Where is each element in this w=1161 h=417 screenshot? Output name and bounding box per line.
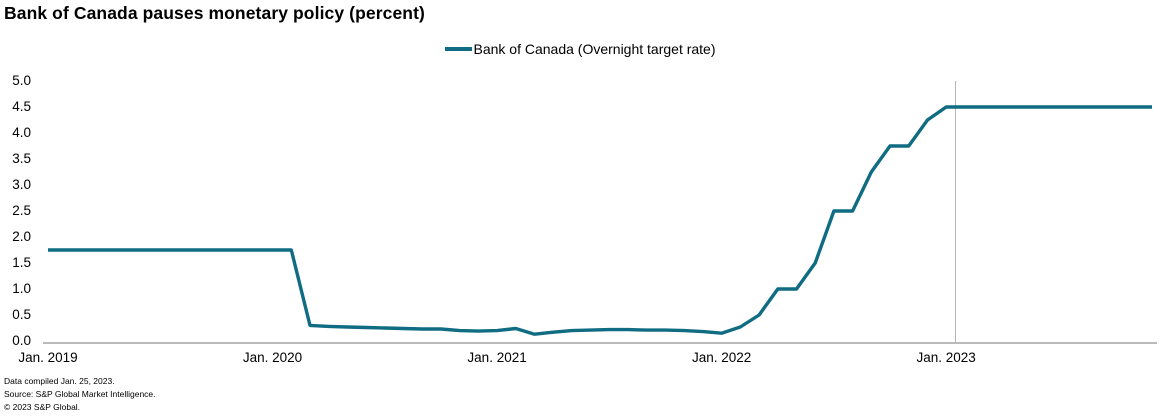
- rate-line: [48, 105, 1152, 336]
- x-tick-label: Jan. 2019: [18, 350, 78, 365]
- y-tick-label: 5.0: [12, 73, 31, 88]
- y-tick-label: 3.5: [12, 151, 31, 166]
- y-tick-label: 0.5: [12, 307, 31, 322]
- y-tick-label: 2.0: [12, 229, 31, 244]
- y-tick-label: 4.0: [12, 125, 31, 140]
- x-tick-label: Jan. 2021: [467, 350, 527, 365]
- legend-label: Bank of Canada (Overnight target rate): [473, 41, 716, 57]
- footer-source-note: Source: S&P Global Market Intelligence.: [4, 389, 156, 399]
- footer: Data compiled Jan. 25, 2023. Source: S&P…: [4, 375, 156, 414]
- legend: Bank of Canada (Overnight target rate): [0, 41, 1161, 57]
- y-tick-label: 1.0: [12, 281, 31, 296]
- x-tick-label: Jan. 2020: [242, 350, 303, 365]
- y-tick-label: 1.5: [12, 255, 31, 270]
- footer-compiled-note: Data compiled Jan. 25, 2023.: [4, 376, 115, 386]
- legend-line-swatch: [445, 47, 473, 51]
- y-tick-label: 3.0: [12, 177, 31, 192]
- footer-copyright-note: © 2023 S&P Global.: [4, 402, 81, 412]
- x-tick-label: Jan. 2023: [916, 350, 976, 365]
- y-tick-label: 4.5: [12, 99, 31, 114]
- y-tick-label: 0.0: [12, 333, 31, 348]
- y-tick-label: 2.5: [12, 203, 31, 218]
- chart-title: Bank of Canada pauses monetary policy (p…: [4, 3, 425, 23]
- x-tick-label: Jan. 2022: [691, 350, 752, 365]
